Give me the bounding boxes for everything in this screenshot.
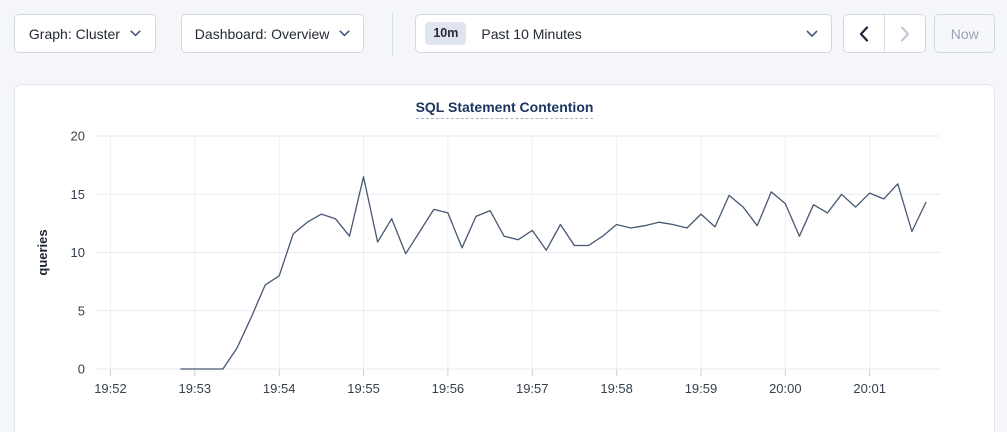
time-range-badge: 10m (425, 22, 467, 45)
svg-text:19:55: 19:55 (347, 381, 380, 396)
svg-text:15: 15 (71, 187, 85, 202)
svg-text:19:57: 19:57 (516, 381, 549, 396)
svg-text:20: 20 (71, 129, 85, 144)
graph-dropdown-label: Graph: Cluster (28, 25, 120, 42)
chart-panel: SQL Statement Contention 0 5 10 15 20 19:52 19… (14, 84, 995, 432)
svg-text:20:01: 20:01 (853, 381, 886, 396)
toolbar: Graph: Cluster Dashboard: Overview 10m P… (0, 0, 1007, 56)
svg-text:10: 10 (71, 245, 85, 260)
now-button-label: Now (950, 25, 979, 42)
sql-contention-line-chart[interactable]: 0 5 10 15 20 19:52 19:53 19:54 19:55 19:56 19:57 19… (15, 85, 994, 425)
svg-text:19:53: 19:53 (179, 381, 212, 396)
dashboard-dropdown[interactable]: Dashboard: Overview (180, 14, 365, 53)
svg-text:19:58: 19:58 (600, 381, 633, 396)
next-range-button[interactable] (885, 15, 926, 52)
chevron-down-icon (339, 30, 351, 37)
time-range-selector[interactable]: 10m Past 10 Minutes (415, 14, 833, 53)
time-range-label: Past 10 Minutes (481, 25, 582, 42)
svg-text:19:52: 19:52 (94, 381, 127, 396)
svg-text:5: 5 (78, 303, 85, 318)
svg-text:19:54: 19:54 (263, 381, 296, 396)
svg-text:0: 0 (78, 362, 85, 377)
time-range-arrows (843, 14, 927, 53)
chevron-left-icon (859, 25, 869, 42)
dashboard-dropdown-label: Dashboard: Overview (194, 25, 330, 42)
chevron-right-icon (900, 25, 910, 42)
svg-text:19:59: 19:59 (685, 381, 718, 396)
svg-text:20:00: 20:00 (769, 381, 802, 396)
svg-text:queries: queries (35, 229, 50, 275)
svg-text:19:56: 19:56 (432, 381, 465, 396)
graph-dropdown[interactable]: Graph: Cluster (14, 14, 156, 53)
chevron-down-icon (130, 30, 141, 37)
chart-title[interactable]: SQL Statement Contention (415, 99, 594, 119)
toolbar-divider (392, 11, 394, 56)
prev-range-button[interactable] (844, 15, 885, 52)
now-button[interactable]: Now (934, 14, 995, 53)
chevron-down-icon (806, 30, 818, 38)
